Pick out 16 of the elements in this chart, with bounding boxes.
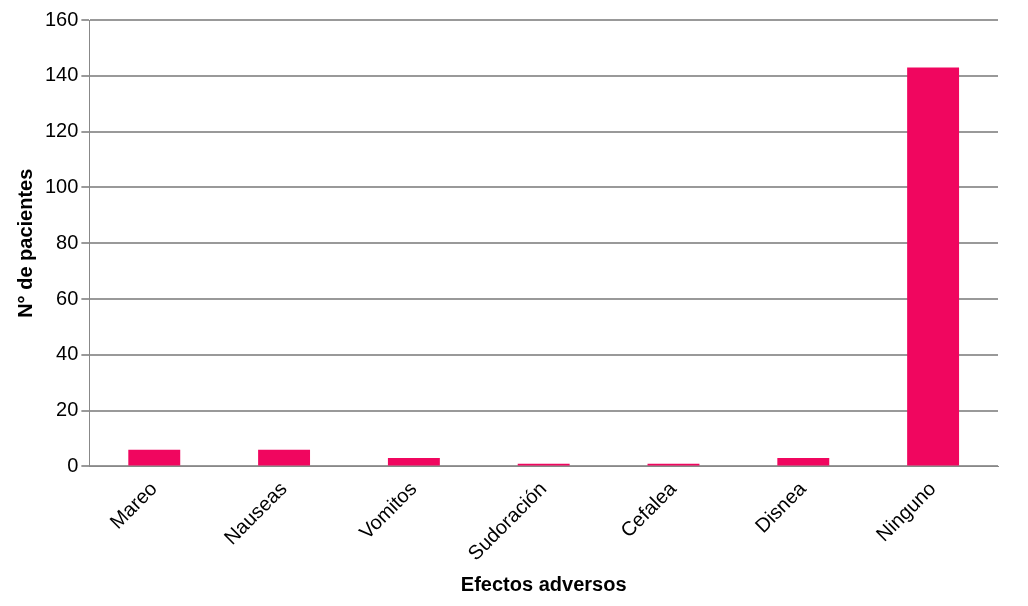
bar xyxy=(907,67,960,466)
y-tick-label: 120 xyxy=(44,119,79,142)
y-tick-label: 20 xyxy=(56,398,79,421)
bar xyxy=(777,458,830,466)
bar xyxy=(387,458,440,466)
y-tick-label: 80 xyxy=(56,230,79,253)
y-axis-title: N° de pacientes xyxy=(13,168,36,318)
y-tick-label: 140 xyxy=(44,63,79,86)
x-axis-title: Efectos adversos xyxy=(460,572,627,595)
y-tick-label: 100 xyxy=(44,174,79,197)
y-tick-label: 0 xyxy=(67,454,79,476)
bar xyxy=(258,449,311,466)
y-tick-label: 60 xyxy=(56,286,79,309)
bar xyxy=(128,449,181,466)
y-tick-label: 40 xyxy=(56,342,79,365)
y-tick-label: 160 xyxy=(44,7,79,30)
